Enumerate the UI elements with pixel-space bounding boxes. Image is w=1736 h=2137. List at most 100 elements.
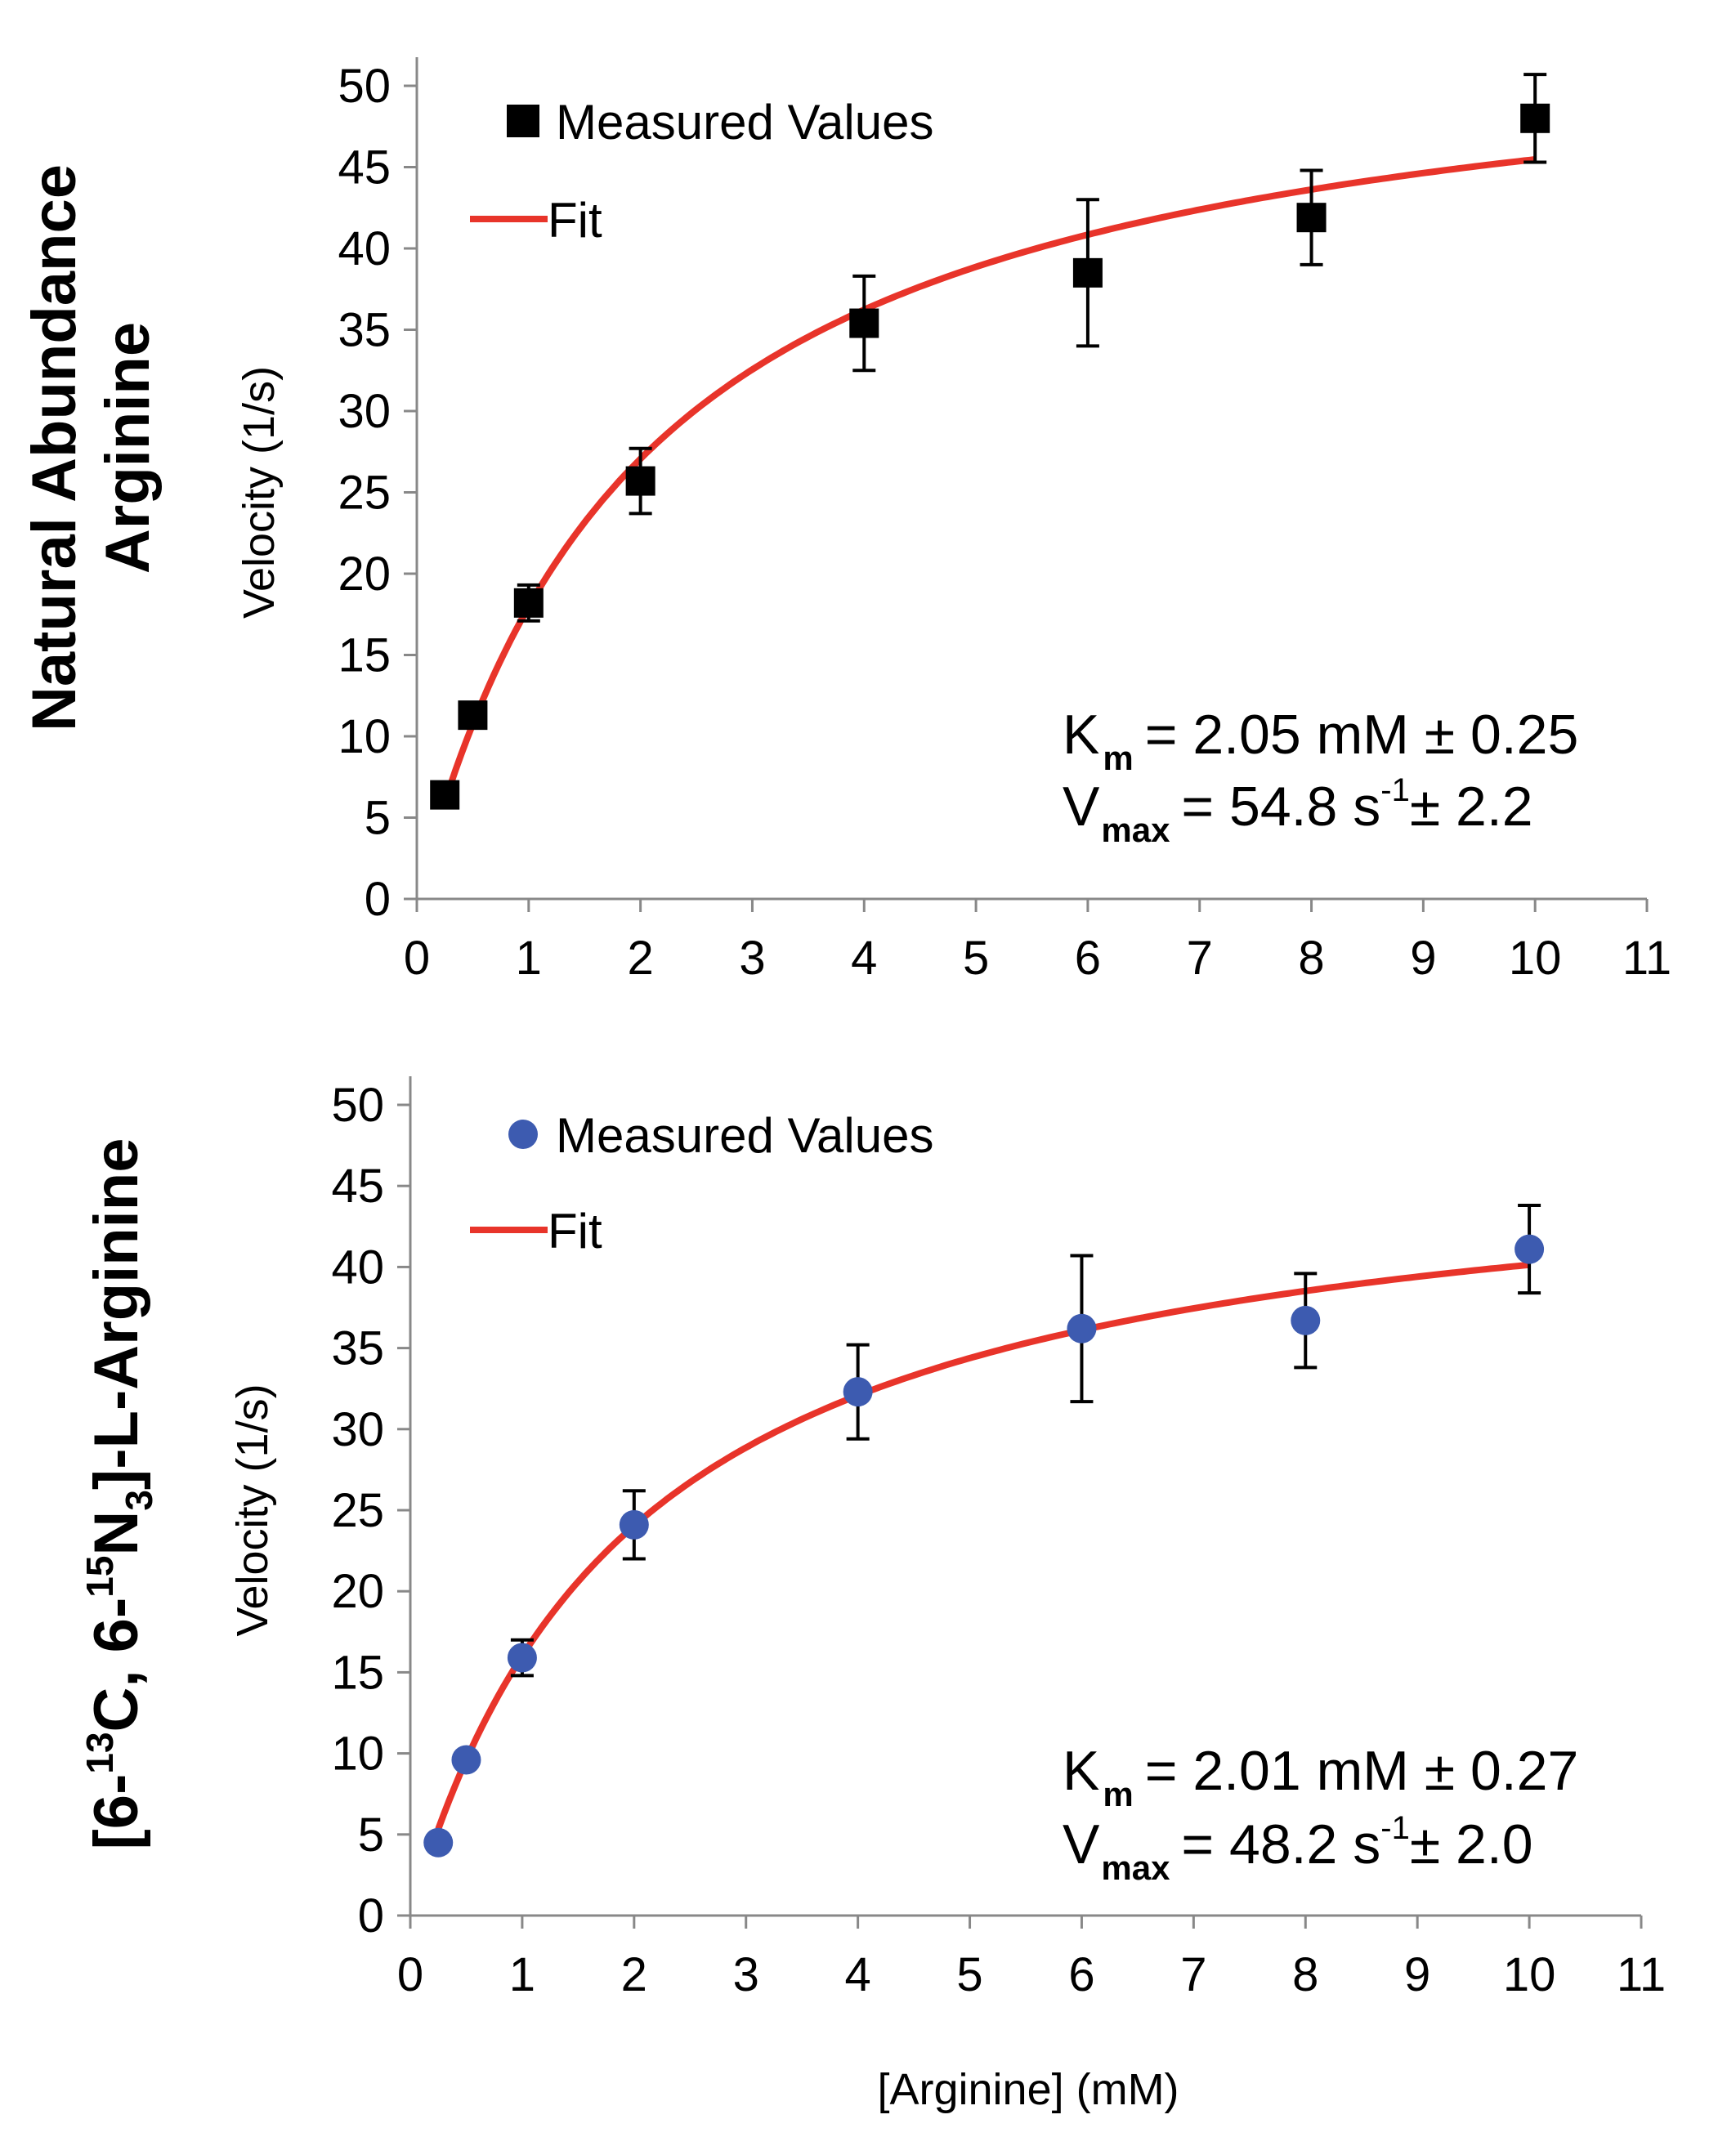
y-tick-label: 20 [331, 1565, 384, 1618]
vmax-error: ± 2.0 [1410, 1813, 1533, 1875]
data-point [458, 700, 488, 731]
x-tick-label: 0 [397, 1948, 423, 2001]
x-tick-label: 1 [516, 932, 542, 985]
vmax-superscript: -1 [1380, 1810, 1410, 1846]
vmax-subscript: max [1101, 1849, 1170, 1887]
y-tick-label: 0 [365, 873, 391, 926]
row-label-bottom-mid1: C, 6- [82, 1598, 151, 1732]
row-label-bottom-open: [6- [82, 1774, 151, 1850]
row-label-top-line2: Arginine [93, 322, 163, 574]
km-symbol: K [1063, 1740, 1099, 1802]
x-tick-label: 6 [1075, 932, 1101, 985]
fit-curve [435, 1261, 1530, 1831]
data-point [1067, 1313, 1097, 1343]
km-symbol: K [1063, 704, 1099, 766]
vmax-subscript: max [1101, 811, 1170, 849]
x-tick-label: 7 [1180, 1948, 1206, 2001]
legend: Measured Values Fit [470, 95, 933, 248]
y-tick-label: 45 [338, 141, 391, 194]
y-tick-label: 25 [338, 467, 391, 520]
x-tick-label: 11 [1622, 932, 1671, 985]
y-tick-label: 35 [331, 1322, 384, 1375]
data-point [625, 466, 655, 496]
km-annotation: Km = 2.01 mM ± 0.27 [1063, 1740, 1578, 1813]
y-tick-label: 50 [331, 1079, 384, 1132]
row-label-bottom-sup2: 15 [78, 1556, 121, 1598]
x-tick-label: 10 [1509, 932, 1562, 985]
data-point [1072, 257, 1103, 288]
y-tick-label: 15 [338, 629, 391, 682]
data-point [451, 1745, 481, 1775]
legend: Measured Values Fit [470, 1108, 933, 1259]
x-tick-label: 3 [733, 1948, 759, 2001]
y-tick-label: 15 [331, 1646, 384, 1699]
vmax-symbol: V [1063, 1813, 1100, 1875]
legend-label-points: Measured Values [556, 95, 933, 150]
y-tick-label: 25 [331, 1484, 384, 1537]
y-tick-label: 20 [338, 548, 391, 601]
x-tick-label: 1 [509, 1948, 535, 2001]
vmax-annotation: Vmax = 48.2 s-1± 2.0 [1063, 1810, 1533, 1887]
data-point [1296, 203, 1327, 233]
y-tick-label: 35 [338, 304, 391, 357]
km-value: = 2.01 mM ± 0.27 [1145, 1740, 1579, 1802]
km-subscript: m [1103, 1775, 1133, 1813]
data-point [1520, 103, 1550, 133]
km-subscript: m [1103, 739, 1133, 777]
y-tick-label: 10 [338, 710, 391, 763]
x-tick-label: 0 [404, 932, 430, 985]
x-tick-label: 7 [1187, 932, 1213, 985]
vmax-symbol: V [1063, 776, 1100, 838]
data-point [843, 1377, 873, 1407]
row-label-bottom-sup1: 13 [78, 1732, 121, 1773]
data-point [619, 1509, 649, 1540]
x-tick-label: 2 [621, 1948, 647, 2001]
x-tick-label: 8 [1298, 932, 1324, 985]
legend-label-fit: Fit [548, 193, 602, 248]
y-tick-label: 40 [338, 222, 391, 275]
x-tick-label: 2 [628, 932, 654, 985]
vmax-annotation: Vmax = 54.8 s-1± 2.2 [1063, 772, 1533, 849]
y-tick-label: 0 [358, 1889, 384, 1943]
vmax-superscript: -1 [1380, 772, 1410, 808]
data-point [430, 780, 460, 810]
vmax-value: = 54.8 s [1181, 776, 1380, 838]
y-tick-label: 10 [331, 1728, 384, 1781]
data-point [1291, 1305, 1321, 1335]
y-axis-title: Velocity (1/s) [235, 366, 284, 619]
row-label-bottom-mid2: N [82, 1511, 151, 1556]
y-tick-label: 5 [358, 1808, 384, 1862]
kinetic-parameters: Km = 2.05 mM ± 0.25 Vmax = 54.8 s-1± 2.2 [1063, 704, 1578, 849]
legend-label-points: Measured Values [556, 1108, 933, 1163]
y-tick-label: 50 [338, 60, 391, 113]
row-label-top: Natural Abundance [20, 164, 89, 731]
x-tick-label: 9 [1404, 1948, 1430, 2001]
x-tick-label: 9 [1410, 932, 1436, 985]
y-tick-label: 30 [331, 1403, 384, 1456]
x-tick-label: 11 [1617, 1948, 1666, 2001]
row-label-bottom-sub: 3 [118, 1490, 160, 1511]
row-label-bottom: [6-13C, 6-15N3]-L-Arginine [78, 1138, 160, 1849]
x-tick-label: 8 [1292, 1948, 1318, 2001]
legend-label-fit: Fit [548, 1204, 602, 1259]
data-point [423, 1827, 454, 1858]
y-tick-label: 45 [331, 1160, 384, 1213]
km-annotation: Km = 2.05 mM ± 0.25 [1063, 704, 1578, 777]
data-point [507, 1643, 537, 1673]
vmax-error: ± 2.2 [1410, 776, 1533, 838]
legend-marker-points [508, 1120, 538, 1149]
x-tick-label: 5 [956, 1948, 982, 2001]
y-axis-title: Velocity (1/s) [228, 1384, 277, 1636]
data-point [849, 308, 879, 338]
y-tick-label: 40 [331, 1241, 384, 1294]
row-label-top-line2-text: Arginine [93, 322, 163, 574]
y-tick-label: 30 [338, 385, 391, 438]
x-tick-label: 10 [1503, 1948, 1556, 2001]
y-tick-label: 5 [365, 792, 391, 845]
vmax-value: = 48.2 s [1181, 1813, 1380, 1875]
x-tick-label: 6 [1068, 1948, 1094, 2001]
x-tick-label: 4 [845, 1948, 871, 2001]
